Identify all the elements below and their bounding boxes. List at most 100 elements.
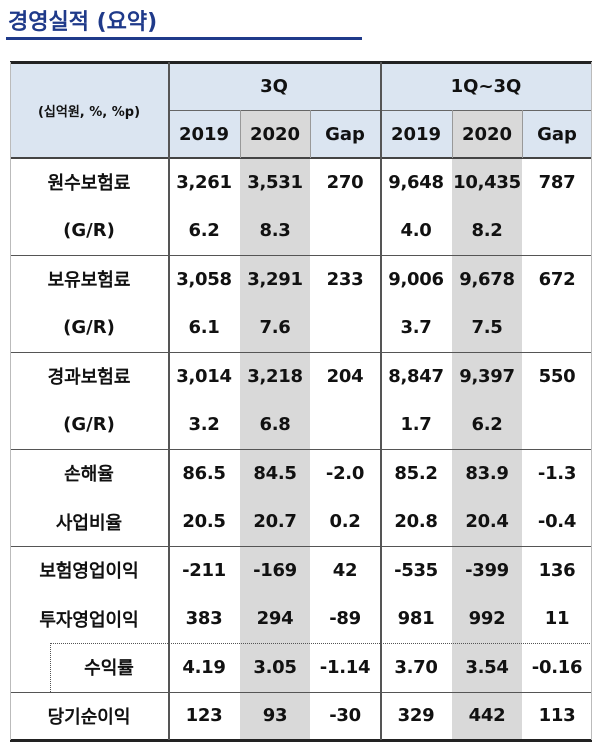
cell: 992 — [468, 608, 506, 630]
column-divider — [522, 110, 523, 158]
column-divider — [452, 110, 453, 158]
cell: 550 — [538, 365, 576, 387]
cell: 383 — [185, 608, 223, 630]
cell: 20.4 — [465, 511, 509, 533]
cell: 3.2 — [188, 414, 220, 436]
cell: 3.70 — [394, 656, 438, 678]
cell: 85.2 — [394, 462, 438, 484]
cell: -0.4 — [537, 511, 577, 533]
cell: 20.8 — [394, 511, 438, 533]
cell: 329 — [397, 705, 435, 727]
cell: -89 — [329, 608, 361, 630]
cell: 3,531 — [247, 171, 303, 193]
row-label: 당기순이익 — [47, 706, 131, 728]
cell: -1.3 — [537, 462, 577, 484]
column-header: Gap — [537, 123, 577, 145]
highlight-column — [240, 110, 310, 740]
cell: 442 — [468, 705, 506, 727]
header-line — [10, 157, 592, 159]
cell: -169 — [253, 559, 297, 581]
column-divider — [240, 110, 241, 158]
cell: 7.5 — [471, 317, 503, 339]
cell: -30 — [329, 705, 361, 727]
row-label: 보험영업이익 — [39, 561, 139, 583]
cell: 3.05 — [253, 656, 297, 678]
row-label: 사업비율 — [55, 512, 123, 534]
row-label: 손해율 — [64, 464, 114, 486]
cell: 8.2 — [471, 220, 503, 242]
cell: 3.54 — [465, 656, 509, 678]
cell: 93 — [262, 705, 288, 727]
side-border — [591, 62, 592, 740]
cell: 6.2 — [471, 414, 503, 436]
cell: 4.19 — [182, 656, 226, 678]
cell: 6.1 — [188, 317, 220, 339]
cell: 6.2 — [188, 220, 220, 242]
column-header: 2019 — [390, 123, 442, 145]
cell: 3,291 — [247, 268, 303, 290]
cell: 204 — [326, 365, 364, 387]
cell: 3,014 — [176, 365, 232, 387]
cell: 4.0 — [400, 220, 432, 242]
side-border — [10, 62, 11, 740]
cell: 1.7 — [400, 414, 432, 436]
row-divider — [10, 352, 592, 353]
cell: 3,218 — [247, 365, 303, 387]
title: 경영실적 (요약) — [8, 10, 158, 35]
row-label: 원수보험료 — [47, 173, 131, 195]
column-divider — [310, 110, 311, 158]
cell: 294 — [256, 608, 294, 630]
column-divider — [168, 62, 170, 740]
cell: 20.7 — [253, 511, 297, 533]
cell: 42 — [332, 559, 358, 581]
cell: -2.0 — [325, 462, 365, 484]
row-label: (G/R) — [63, 220, 115, 242]
row-label: 보유보험료 — [47, 270, 131, 292]
cell: -535 — [394, 559, 438, 581]
group-header: 1Q~3Q — [450, 75, 522, 97]
row-divider — [10, 255, 592, 256]
cell: 672 — [538, 268, 576, 290]
cell: 3,261 — [176, 171, 232, 193]
column-header: Gap — [325, 123, 365, 145]
dotted-divider — [50, 643, 592, 644]
cell: 123 — [185, 705, 223, 727]
cell: 0.2 — [329, 511, 361, 533]
cell: 7.6 — [259, 317, 291, 339]
cell: 270 — [326, 171, 364, 193]
top-border — [10, 61, 592, 64]
highlight-column — [452, 110, 522, 740]
cell: 10,435 — [453, 171, 521, 193]
row-label: (G/R) — [63, 414, 115, 436]
cell: 20.5 — [182, 511, 226, 533]
cell: -1.14 — [319, 656, 371, 678]
row-divider — [10, 546, 592, 547]
cell: 3.7 — [400, 317, 432, 339]
cell: 84.5 — [253, 462, 297, 484]
column-header: 2020 — [249, 123, 301, 145]
cell: 3,058 — [176, 268, 232, 290]
cell: 9,006 — [388, 268, 444, 290]
cell: -399 — [465, 559, 509, 581]
cell: -0.16 — [531, 656, 583, 678]
cell: 6.8 — [259, 414, 291, 436]
cell: 9,648 — [388, 171, 444, 193]
cell: 981 — [397, 608, 435, 630]
bottom-border — [10, 739, 592, 742]
row-label: 경과보험료 — [47, 367, 131, 389]
row-divider — [10, 449, 592, 450]
column-header: 2019 — [178, 123, 230, 145]
row-label: (G/R) — [63, 317, 115, 339]
title-underline — [6, 37, 362, 40]
cell: 86.5 — [182, 462, 226, 484]
cell: 11 — [544, 608, 570, 630]
cell: 136 — [538, 559, 576, 581]
column-header: 2020 — [461, 123, 513, 145]
cell: 9,397 — [459, 365, 515, 387]
cell: 9,678 — [459, 268, 515, 290]
cell: -211 — [182, 559, 226, 581]
row-divider — [10, 691, 592, 693]
cell: 113 — [538, 705, 576, 727]
cell: 787 — [538, 171, 576, 193]
